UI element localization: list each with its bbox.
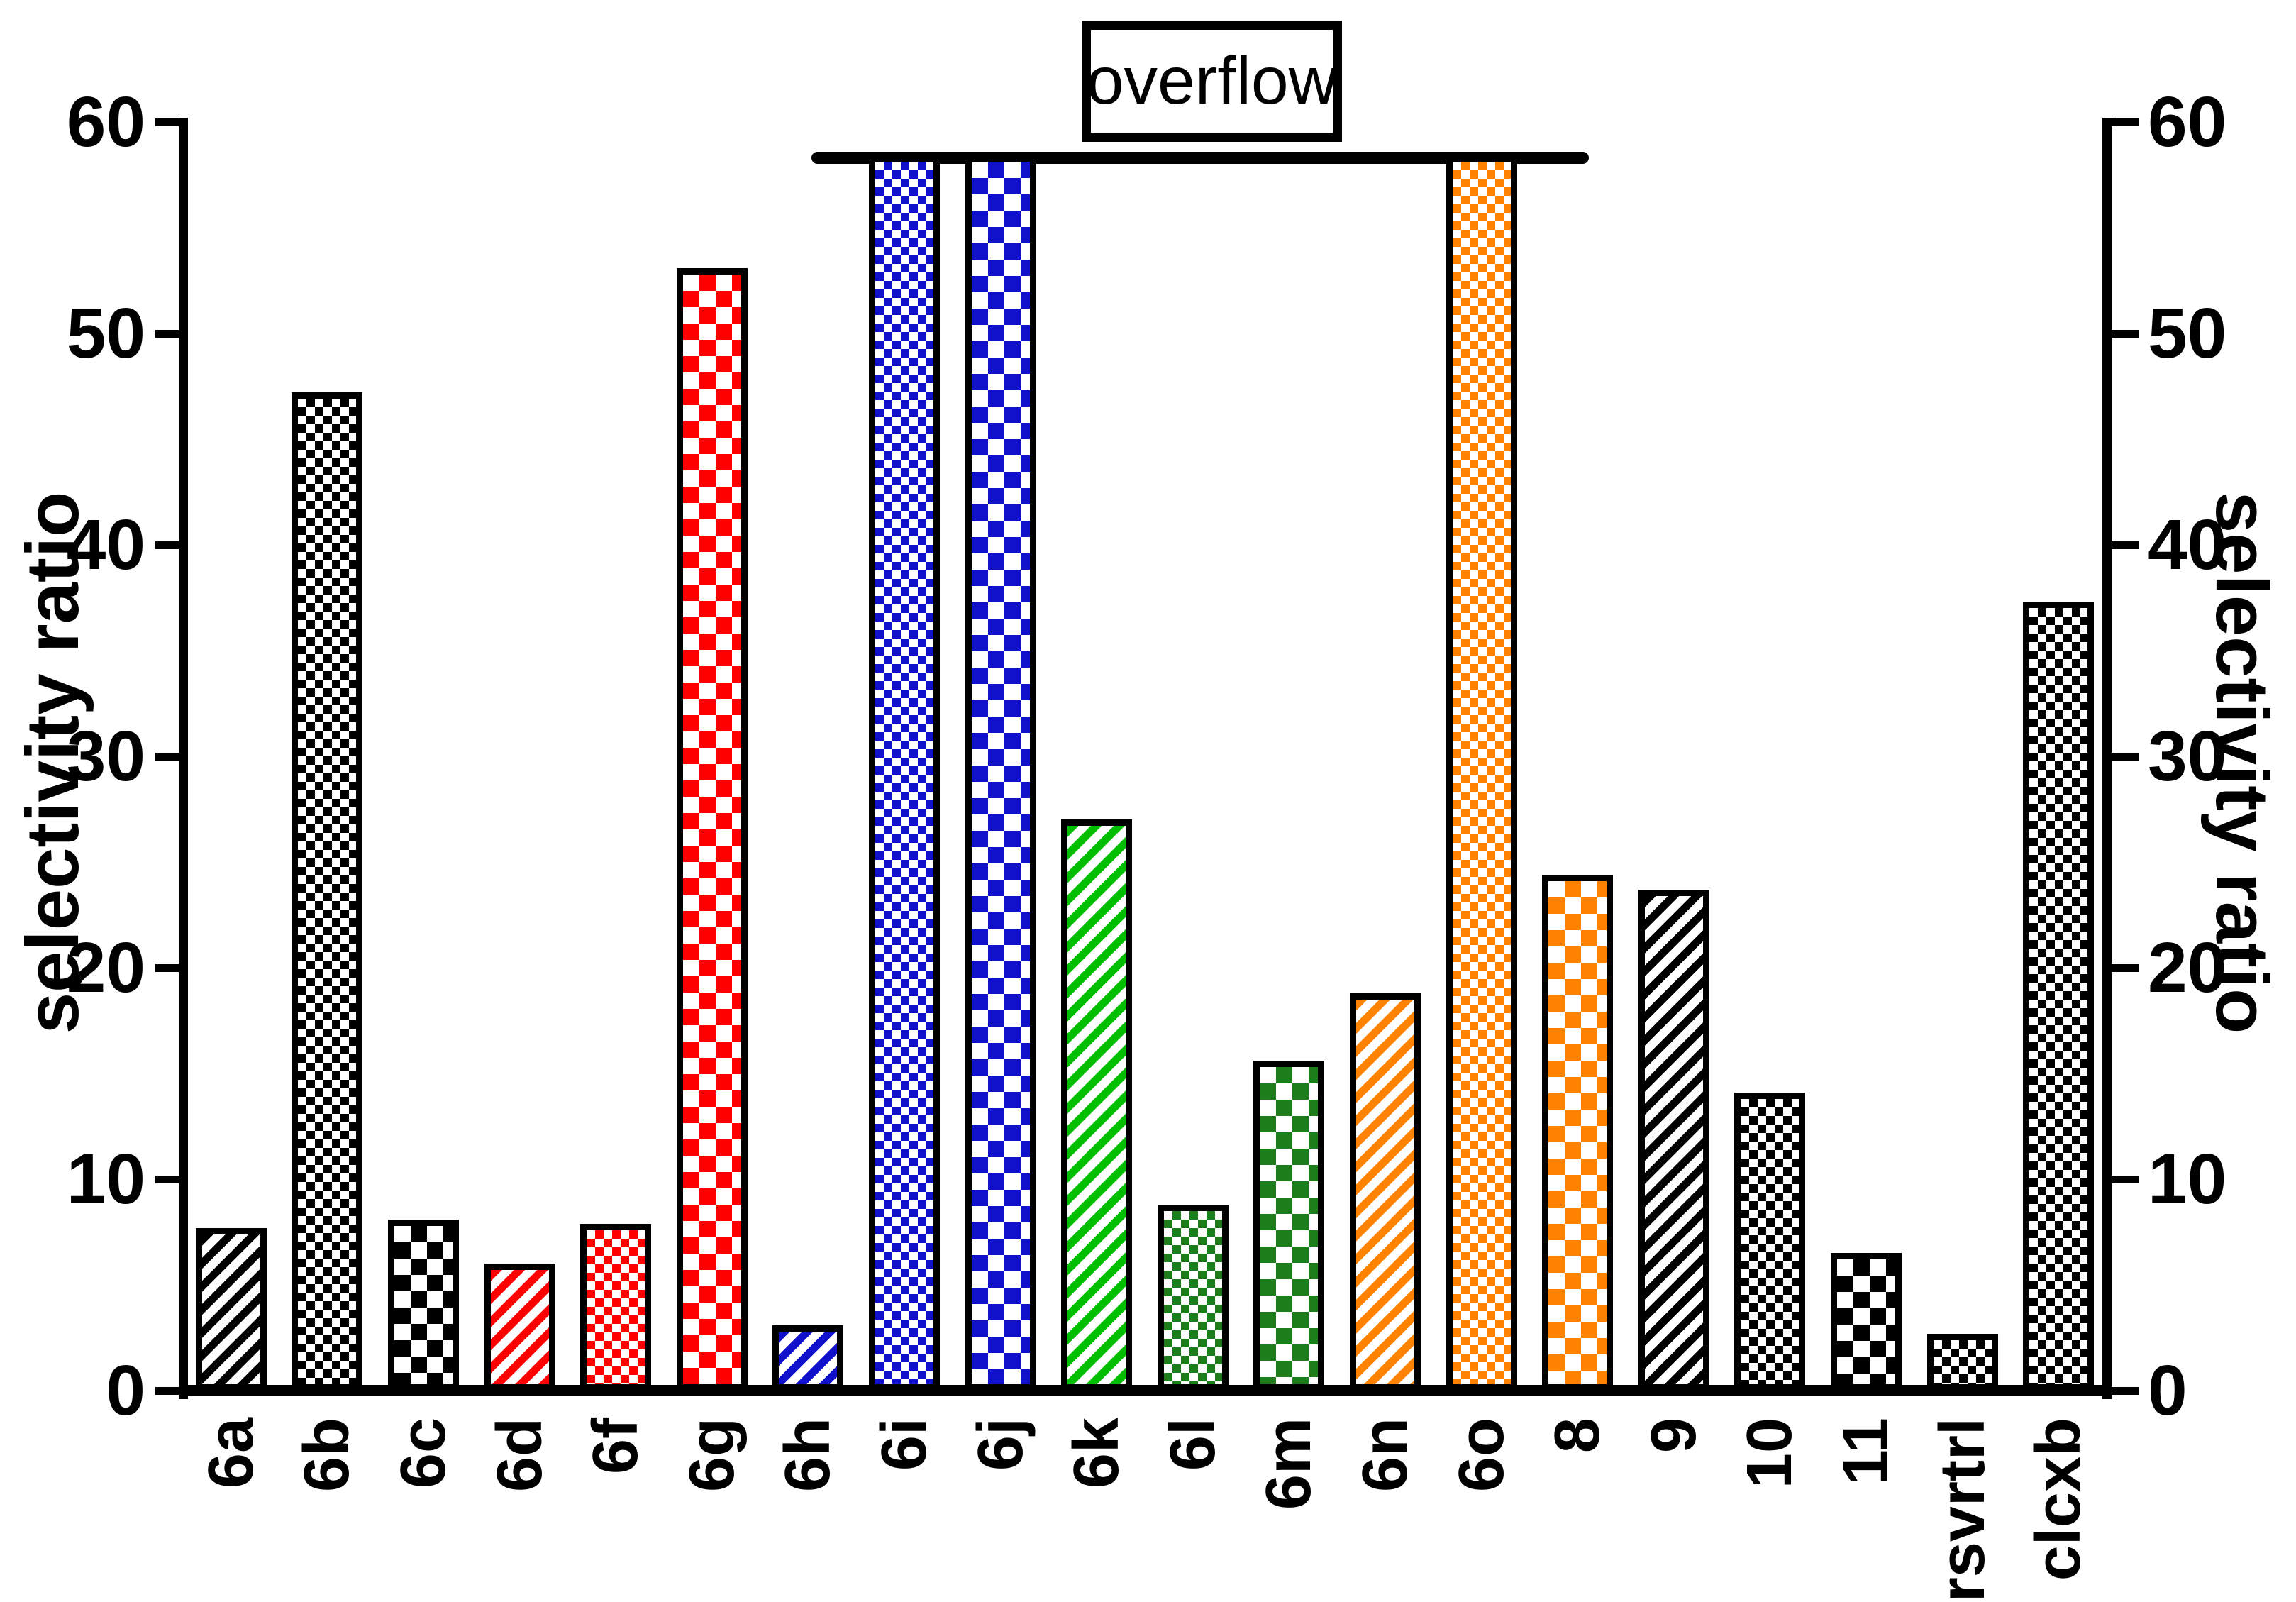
x-axis-label-6b: 6b (292, 1418, 363, 1493)
bar-6g (676, 267, 748, 1391)
y-axis-tick-label-left-60: 60 (66, 82, 145, 162)
x-axis-line (179, 1385, 2112, 1396)
y-axis-left-line (179, 118, 188, 1399)
bar-6h (772, 1325, 844, 1391)
bar-10 (1734, 1092, 1806, 1391)
y-axis-tick-left-50 (155, 330, 183, 338)
y-axis-tick-label-right-60: 60 (2148, 82, 2227, 162)
bar-8 (1542, 874, 1614, 1391)
bar-6c (388, 1219, 459, 1391)
y-axis-tick-right-50 (2112, 330, 2139, 338)
y-axis-tick-label-right-30: 30 (2148, 717, 2227, 796)
bar-9 (1638, 889, 1709, 1391)
y-axis-tick-right-60 (2112, 118, 2139, 126)
bar-6i (869, 162, 940, 1391)
x-axis-label-rsvrtrl: rsvrtrl (1926, 1418, 1998, 1602)
y-axis-tick-label-left-10: 10 (66, 1139, 145, 1219)
y-axis-tick-left-10 (155, 1176, 183, 1183)
y-axis-tick-right-40 (2112, 541, 2139, 549)
y-axis-tick-right-20 (2112, 964, 2139, 972)
bar-6f (580, 1223, 652, 1391)
x-axis-label-6g: 6g (676, 1418, 748, 1493)
y-axis-tick-label-right-20: 20 (2148, 928, 2227, 1007)
x-axis-label-6c: 6c (388, 1418, 459, 1489)
y-axis-tick-label-left-30: 30 (66, 717, 145, 796)
bar-rsvrtrl (1926, 1333, 1998, 1391)
y-axis-tick-right-0 (2112, 1387, 2139, 1395)
x-axis-label-6a: 6a (195, 1418, 267, 1489)
x-axis-label-9: 9 (1638, 1418, 1709, 1454)
overflow-annotation-text: overflow (1086, 43, 1338, 118)
x-axis-label-clcxb: clcxb (2023, 1418, 2095, 1581)
y-axis-tick-label-left-0: 0 (106, 1351, 145, 1430)
x-axis-label-11: 11 (1831, 1418, 1902, 1486)
y-axis-tick-label-left-20: 20 (66, 928, 145, 1007)
x-axis-label-6n: 6n (1350, 1418, 1421, 1493)
x-axis-label-6d: 6d (484, 1418, 555, 1493)
y-axis-tick-left-40 (155, 541, 183, 549)
y-axis-tick-right-10 (2112, 1176, 2139, 1183)
x-axis-label-6h: 6h (772, 1418, 844, 1493)
bar-6j (965, 162, 1036, 1391)
bar-6b (292, 392, 363, 1391)
y-axis-tick-label-left-50: 50 (66, 294, 145, 373)
overflow-annotation-box: overflow (1082, 21, 1342, 142)
x-axis-label-6f: 6f (580, 1418, 652, 1475)
bar-6o (1446, 162, 1517, 1391)
bar-11 (1831, 1253, 1902, 1391)
x-axis-label-6k: 6k (1061, 1418, 1133, 1489)
x-axis-label-8: 8 (1542, 1418, 1614, 1454)
y-axis-tick-right-30 (2112, 753, 2139, 761)
bar-6n (1350, 993, 1421, 1391)
y-axis-tick-left-0 (155, 1387, 183, 1395)
x-axis-label-6o: 6o (1446, 1418, 1517, 1493)
bar-clcxb (2023, 602, 2095, 1391)
y-axis-tick-label-left-40: 40 (66, 505, 145, 585)
y-axis-tick-left-60 (155, 118, 183, 126)
y-axis-tick-label-right-0: 0 (2148, 1351, 2187, 1430)
x-axis-label-10: 10 (1734, 1418, 1806, 1489)
bar-6a (195, 1227, 267, 1391)
bar-6k (1061, 819, 1133, 1391)
x-axis-label-6j: 6j (965, 1418, 1036, 1471)
y-axis-tick-label-right-40: 40 (2148, 505, 2227, 585)
x-axis-label-6m: 6m (1253, 1418, 1325, 1510)
bar-6l (1157, 1204, 1229, 1391)
y-axis-tick-left-20 (155, 964, 183, 972)
overflow-cutoff-line (811, 152, 1589, 164)
bar-6m (1253, 1061, 1325, 1391)
y-axis-tick-left-30 (155, 753, 183, 761)
x-axis-label-6i: 6i (869, 1418, 940, 1471)
y-axis-tick-label-right-10: 10 (2148, 1139, 2227, 1219)
bar-6d (484, 1264, 555, 1391)
y-axis-right-line (2102, 118, 2112, 1399)
x-axis-label-6l: 6l (1157, 1418, 1229, 1471)
y-axis-tick-label-right-50: 50 (2148, 294, 2227, 373)
